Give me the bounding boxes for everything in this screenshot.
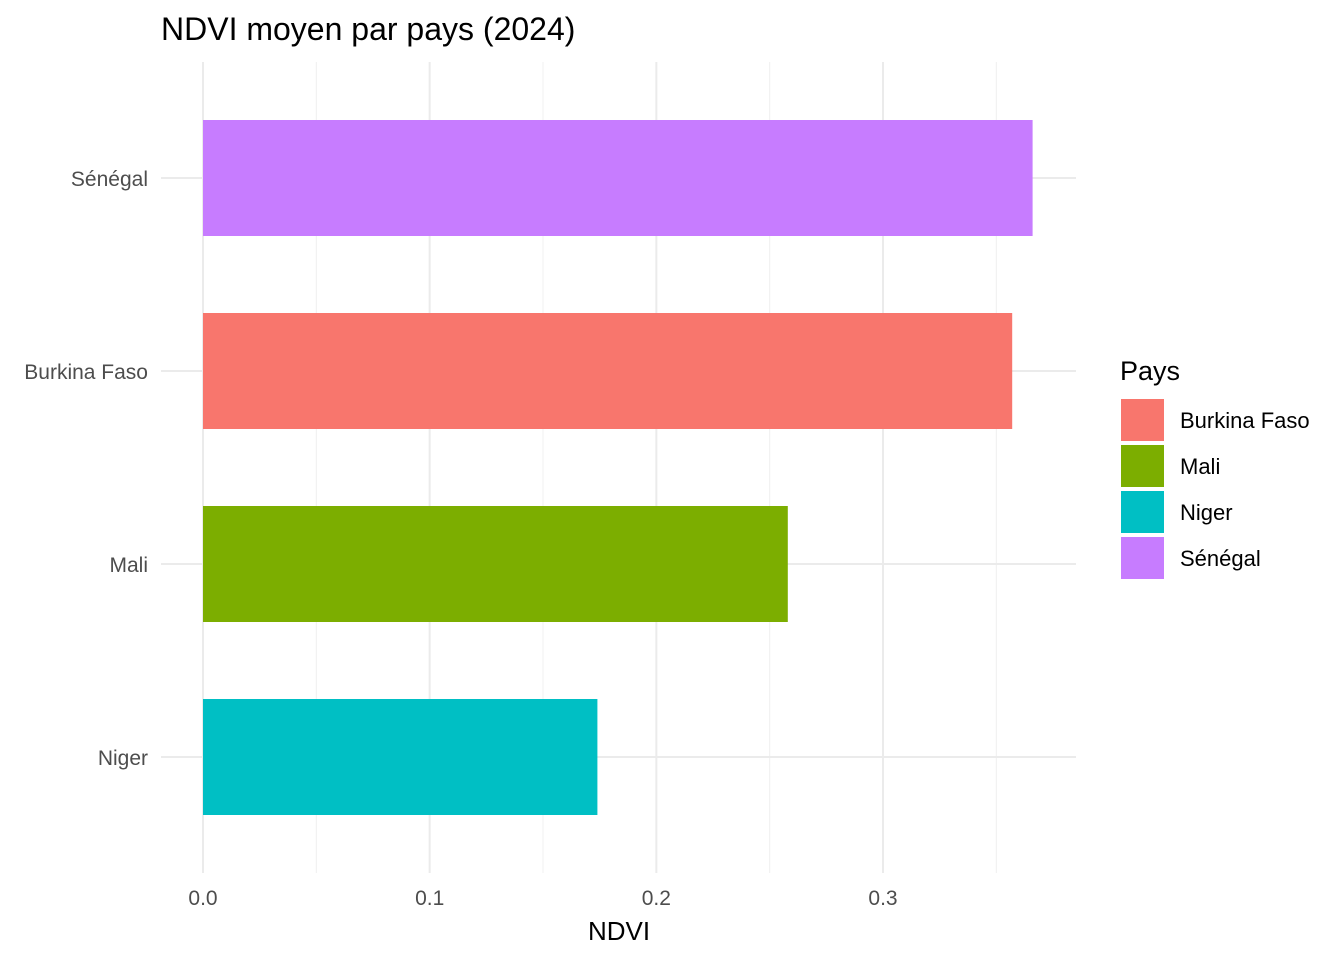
y-tick-label: Niger bbox=[98, 747, 148, 770]
y-tick-label: Burkina Faso bbox=[24, 361, 148, 384]
chart-title: NDVI moyen par pays (2024) bbox=[161, 11, 575, 47]
y-axis-tick-labels: Sénégal Burkina Faso Mali Niger bbox=[24, 168, 148, 770]
x-tick-label: 0.0 bbox=[188, 887, 217, 910]
legend-label: Burkina Faso bbox=[1180, 408, 1310, 433]
bar bbox=[203, 699, 598, 815]
legend-label: Mali bbox=[1180, 454, 1220, 479]
x-tick-label: 0.3 bbox=[868, 887, 897, 910]
bar bbox=[203, 313, 1013, 429]
legend-title: Pays bbox=[1120, 356, 1180, 386]
legend-label: Sénégal bbox=[1180, 546, 1261, 571]
legend-swatch bbox=[1121, 399, 1164, 441]
x-tick-label: 0.1 bbox=[415, 887, 444, 910]
x-tick-label: 0.2 bbox=[642, 887, 671, 910]
x-axis-tick-labels: 0.0 0.1 0.2 0.3 bbox=[188, 887, 897, 910]
bar bbox=[203, 120, 1033, 236]
legend-label: Niger bbox=[1180, 500, 1233, 525]
legend-swatch bbox=[1121, 491, 1164, 533]
y-tick-label: Sénégal bbox=[71, 168, 148, 191]
bar bbox=[203, 506, 788, 622]
x-axis-title: NDVI bbox=[588, 916, 650, 946]
y-tick-label: Mali bbox=[109, 554, 148, 577]
legend: Pays Burkina Faso Mali Niger Sénégal bbox=[1120, 356, 1310, 579]
legend-swatch bbox=[1121, 445, 1164, 487]
bars bbox=[203, 120, 1033, 815]
legend-swatch bbox=[1121, 537, 1164, 579]
